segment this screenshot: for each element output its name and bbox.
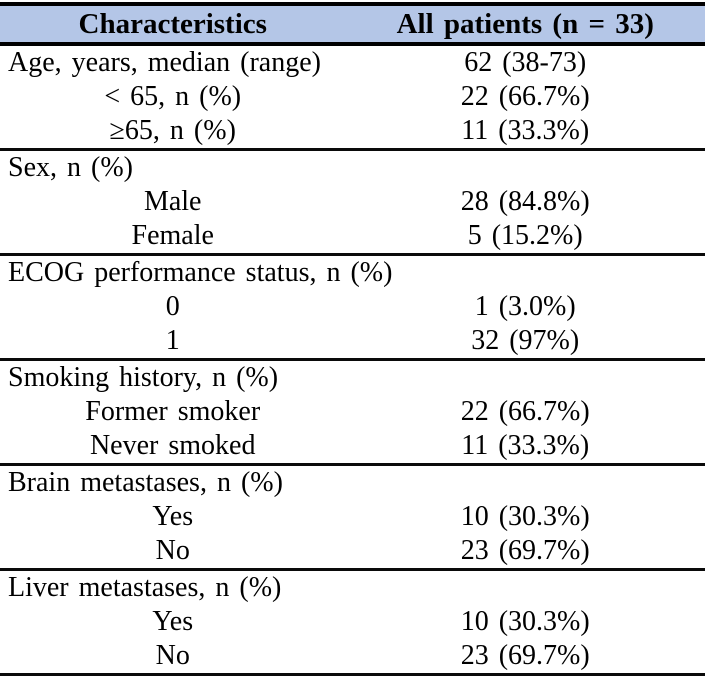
table-row: Never smoked 11 (33.3%) bbox=[0, 429, 705, 466]
row-label: Never smoked bbox=[0, 429, 346, 466]
row-label: Liver metastases, n (%) bbox=[8, 572, 282, 603]
table-row: 0 1 (3.0%) bbox=[0, 290, 705, 324]
row-value: 1 (3.0%) bbox=[474, 291, 576, 322]
table-row: Liver metastases, n (%) bbox=[0, 570, 705, 606]
row-label: 1 bbox=[0, 324, 346, 361]
table-row: ≥65, n (%) 11 (33.3%) bbox=[0, 114, 705, 151]
table-row: ECOG performance status, n (%) bbox=[0, 255, 705, 291]
table-row: Female 5 (15.2%) bbox=[0, 219, 705, 256]
table-row: Brain metastases, n (%) bbox=[0, 465, 705, 501]
table-row: Sex, n (%) bbox=[0, 150, 705, 186]
table-row: Age, years, median (range) 62 (38-73) bbox=[0, 44, 705, 80]
table-row: Male 28 (84.8%) bbox=[0, 185, 705, 219]
row-value: 5 (15.2%) bbox=[345, 219, 705, 256]
table-row: Yes 10 (30.3%) bbox=[0, 605, 705, 639]
row-label: ≥65, n (%) bbox=[0, 114, 346, 151]
row-label: < 65, n (%) bbox=[104, 81, 242, 112]
row-label: Former smoker bbox=[85, 396, 261, 427]
row-value: 62 (38-73) bbox=[464, 47, 587, 78]
table-row: Yes 10 (30.3%) bbox=[0, 500, 705, 534]
row-label: 0 bbox=[165, 291, 180, 322]
table-row: No 23 (69.7%) bbox=[0, 639, 705, 675]
table-body: Age, years, median (range) 62 (38-73) < … bbox=[0, 44, 705, 675]
row-value: 22 (66.7%) bbox=[460, 81, 590, 112]
row-value: 32 (97%) bbox=[345, 324, 705, 361]
row-label: Yes bbox=[152, 501, 194, 532]
row-label: Male bbox=[143, 186, 202, 217]
row-label: Yes bbox=[152, 606, 194, 637]
row-value: 23 (69.7%) bbox=[345, 534, 705, 571]
row-label: Brain metastases, n (%) bbox=[8, 467, 283, 498]
row-label: Female bbox=[0, 219, 346, 256]
patient-characteristics-table: Characteristics All patients (n = 33) Ag… bbox=[0, 2, 705, 676]
column-header-all-patients: All patients (n = 33) bbox=[345, 4, 705, 46]
row-label: Smoking history, n (%) bbox=[8, 362, 279, 393]
table-row: Former smoker 22 (66.7%) bbox=[0, 395, 705, 429]
table-row: 1 32 (97%) bbox=[0, 324, 705, 361]
patient-characteristics-table-wrap: Characteristics All patients (n = 33) Ag… bbox=[0, 2, 705, 676]
table-header-row: Characteristics All patients (n = 33) bbox=[0, 4, 705, 46]
row-label: No bbox=[155, 640, 190, 671]
row-value: 10 (30.3%) bbox=[460, 501, 590, 532]
row-value: 28 (84.8%) bbox=[460, 186, 590, 217]
row-label: No bbox=[0, 534, 346, 571]
row-value: 22 (66.7%) bbox=[460, 396, 590, 427]
row-label: Sex, n (%) bbox=[8, 152, 133, 183]
row-value: 23 (69.7%) bbox=[460, 640, 590, 671]
row-label: ECOG performance status, n (%) bbox=[8, 257, 393, 288]
row-label: Age, years, median (range) bbox=[8, 47, 321, 78]
row-value: 10 (30.3%) bbox=[460, 606, 590, 637]
column-header-characteristics: Characteristics bbox=[0, 4, 346, 46]
table-row: No 23 (69.7%) bbox=[0, 534, 705, 571]
row-value: 11 (33.3%) bbox=[345, 429, 705, 466]
table-row: Smoking history, n (%) bbox=[0, 360, 705, 396]
row-value: 11 (33.3%) bbox=[345, 114, 705, 151]
table-row: < 65, n (%) 22 (66.7%) bbox=[0, 80, 705, 114]
